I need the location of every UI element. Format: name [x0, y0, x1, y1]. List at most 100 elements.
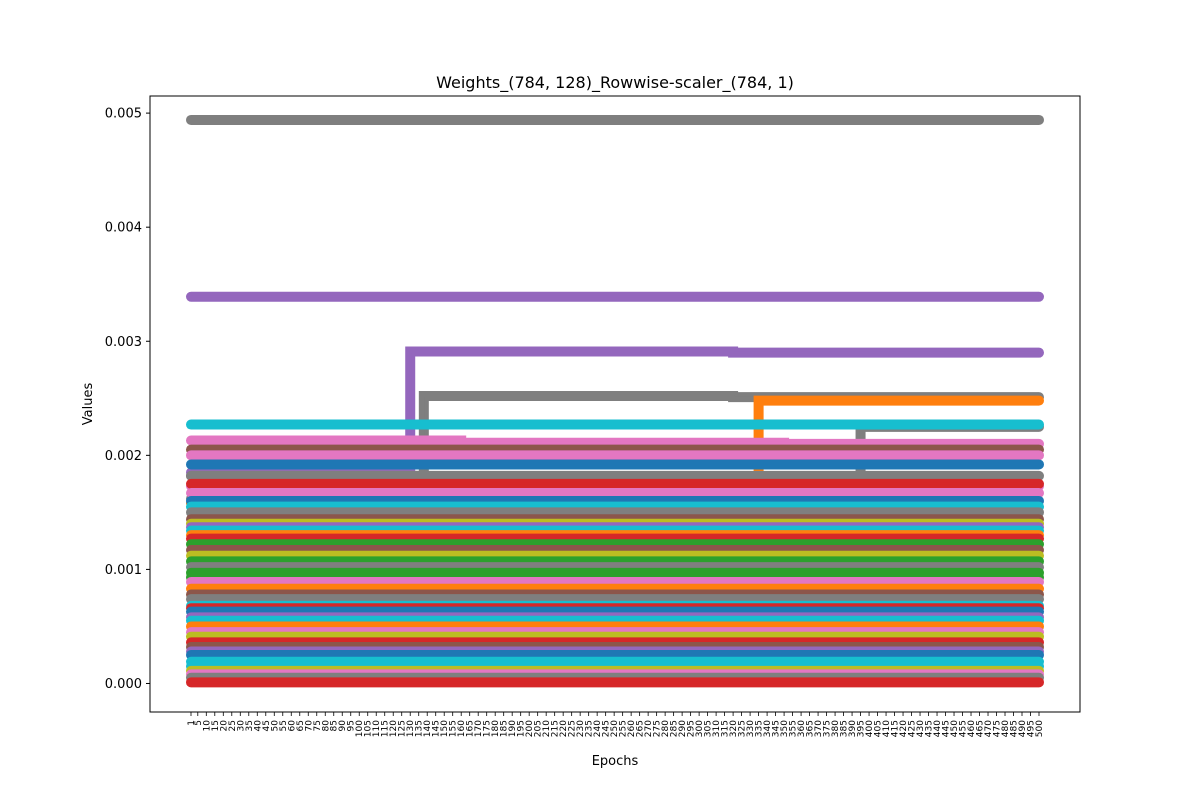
- x-tick-label-83: 415: [891, 720, 901, 737]
- series-layer: [186, 114, 1044, 688]
- x-tick-label-63: 315: [721, 720, 731, 737]
- x-tick-label-87: 435: [925, 720, 935, 737]
- x-tick-label-7: 35: [245, 720, 255, 731]
- x-tick-label-66: 330: [746, 720, 756, 737]
- x-tick-label-34: 170: [474, 720, 484, 737]
- x-tick-label-62: 310: [712, 720, 722, 737]
- x-tick-label-9: 45: [262, 720, 272, 731]
- x-tick-label-17: 85: [330, 720, 340, 731]
- series-7: [186, 435, 1044, 449]
- x-tick-label-30: 150: [440, 720, 450, 737]
- x-tick-label-47: 235: [585, 720, 595, 737]
- x-tick-label-60: 300: [695, 720, 705, 737]
- y-tick-label-0: 0.000: [105, 677, 142, 692]
- x-tick-label-95: 475: [993, 720, 1003, 737]
- x-tick-label-80: 400: [865, 720, 875, 737]
- x-tick-label-77: 385: [840, 720, 850, 737]
- x-tick-label-71: 355: [789, 720, 799, 737]
- x-tick-label-4: 20: [219, 720, 229, 732]
- x-tick-label-11: 55: [279, 720, 289, 731]
- x-tick-label-35: 175: [483, 720, 493, 737]
- x-tick-label-93: 465: [976, 720, 986, 737]
- x-tick-label-96: 480: [1001, 720, 1011, 737]
- x-tick-label-0: 1: [187, 720, 197, 726]
- x-axis: 1510152025303540455055606570758085909510…: [187, 712, 1045, 737]
- x-tick-label-28: 140: [423, 720, 433, 737]
- x-tick-label-97: 485: [1010, 720, 1020, 737]
- x-tick-label-90: 450: [950, 720, 960, 737]
- x-tick-label-6: 30: [236, 720, 246, 732]
- x-tick-label-55: 275: [653, 720, 663, 737]
- x-tick-label-86: 430: [916, 720, 926, 737]
- x-tick-label-12: 60: [287, 720, 297, 732]
- x-tick-label-68: 340: [763, 720, 773, 737]
- x-tick-label-14: 70: [304, 720, 314, 732]
- y-tick-label-5: 0.005: [105, 107, 142, 122]
- x-tick-label-16: 80: [321, 720, 331, 732]
- x-tick-label-51: 255: [619, 720, 629, 737]
- x-tick-label-3: 15: [211, 720, 221, 731]
- y-tick-label-3: 0.003: [105, 335, 142, 350]
- x-tick-label-41: 205: [534, 720, 544, 737]
- x-tick-label-89: 445: [942, 720, 952, 737]
- x-tick-label-42: 210: [542, 720, 552, 737]
- x-tick-label-21: 105: [364, 720, 374, 737]
- x-tick-label-26: 130: [406, 720, 416, 737]
- x-tick-label-88: 440: [933, 720, 943, 737]
- x-tick-label-22: 110: [372, 720, 382, 737]
- x-tick-label-75: 375: [823, 720, 833, 737]
- x-tick-label-81: 405: [874, 720, 884, 737]
- x-tick-label-69: 345: [772, 720, 782, 737]
- x-tick-label-94: 470: [984, 720, 994, 737]
- y-tick-label-4: 0.004: [105, 221, 142, 236]
- x-tick-label-78: 390: [848, 720, 858, 737]
- x-tick-label-99: 495: [1027, 720, 1037, 737]
- x-tick-label-57: 285: [670, 720, 680, 737]
- x-tick-label-98: 490: [1018, 720, 1028, 737]
- x-tick-label-61: 305: [704, 720, 714, 737]
- x-tick-label-73: 365: [806, 720, 816, 737]
- plot-frame: [149, 95, 1081, 713]
- x-tick-label-25: 125: [398, 720, 408, 737]
- x-tick-label-52: 260: [627, 720, 637, 737]
- x-tick-label-59: 295: [687, 720, 697, 737]
- x-tick-label-74: 370: [814, 720, 824, 737]
- y-tick-label-2: 0.002: [105, 449, 142, 464]
- x-tick-label-32: 160: [457, 720, 467, 737]
- x-tick-label-15: 75: [313, 720, 323, 731]
- x-tick-label-31: 155: [449, 720, 459, 737]
- x-tick-label-29: 145: [432, 720, 442, 737]
- x-tick-label-58: 290: [678, 720, 688, 737]
- x-tick-label-19: 95: [347, 720, 357, 731]
- x-tick-label-10: 50: [270, 720, 280, 732]
- x-tick-label-44: 220: [559, 720, 569, 737]
- x-tick-label-76: 380: [831, 720, 841, 737]
- x-tick-label-92: 460: [967, 720, 977, 737]
- x-tick-label-24: 120: [389, 720, 399, 737]
- y-tick-label-1: 0.001: [105, 563, 142, 578]
- x-tick-label-20: 100: [355, 720, 365, 737]
- y-axis: 0.000 0.001 0.002 0.003 0.004 0.005: [105, 107, 150, 692]
- x-tick-label-82: 410: [882, 720, 892, 737]
- x-tick-label-84: 420: [899, 720, 909, 737]
- x-axis-label: Epochs: [592, 754, 639, 769]
- x-tick-label-43: 215: [551, 720, 561, 737]
- x-tick-label-91: 455: [959, 720, 969, 737]
- x-tick-label-50: 250: [610, 720, 620, 737]
- x-tick-label-85: 425: [908, 720, 918, 737]
- x-tick-label-8: 40: [253, 720, 263, 732]
- x-tick-label-65: 325: [738, 720, 748, 737]
- x-tick-label-38: 190: [508, 720, 518, 737]
- x-tick-label-48: 240: [593, 720, 603, 737]
- x-tick-label-67: 335: [755, 720, 765, 737]
- x-tick-label-13: 65: [296, 720, 306, 731]
- x-tick-label-2: 10: [202, 720, 212, 732]
- x-tick-label-72: 360: [797, 720, 807, 737]
- x-tick-label-100: 500: [1035, 720, 1045, 737]
- x-tick-label-33: 165: [466, 720, 476, 737]
- y-axis-label: Values: [81, 383, 96, 426]
- x-tick-label-37: 185: [500, 720, 510, 737]
- x-tick-label-5: 25: [228, 720, 238, 731]
- x-tick-label-18: 90: [338, 720, 348, 732]
